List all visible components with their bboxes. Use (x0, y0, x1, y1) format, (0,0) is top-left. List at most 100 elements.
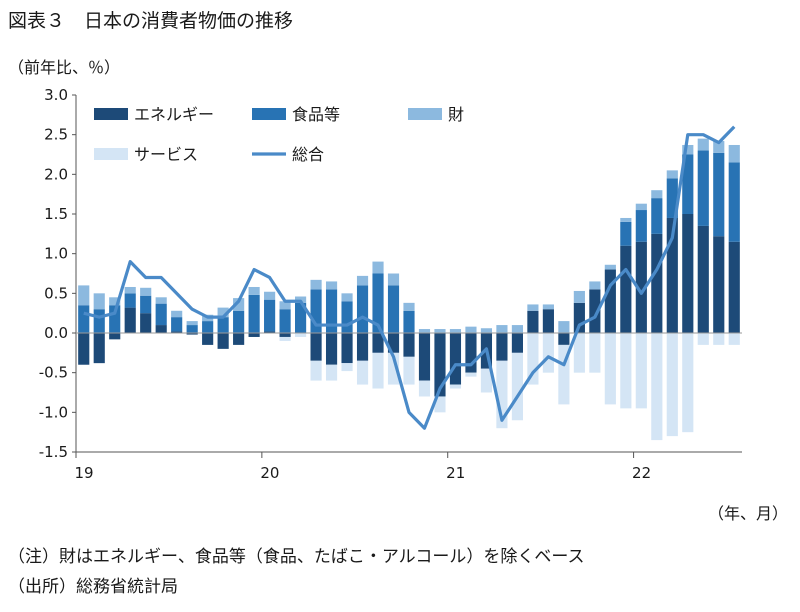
bar-goods (434, 329, 446, 333)
y-tick-label: 1.5 (44, 205, 68, 223)
footnote: （注）財はエネルギー、食品等（食品、たばこ・アルコール）を除くベース (8, 547, 585, 567)
bar-services (697, 333, 709, 345)
bar-energy (372, 333, 384, 353)
bar-services (573, 333, 585, 373)
bar-goods (496, 325, 508, 333)
bar-goods (279, 301, 291, 310)
y-tick-label: 0.0 (44, 324, 68, 342)
y-tick-label: 1.0 (44, 245, 68, 263)
y-tick-label: -1.0 (39, 403, 68, 421)
bar-food (186, 325, 198, 333)
bar-goods (728, 144, 740, 163)
bar-services (713, 333, 725, 345)
bar-services (511, 352, 523, 421)
bar-energy (186, 333, 198, 335)
bar-goods (573, 290, 585, 303)
bar-services (527, 333, 539, 385)
bar-energy (155, 325, 167, 333)
bar-goods (403, 302, 415, 311)
bar-food (728, 162, 740, 242)
bar-services (666, 333, 678, 437)
bar-food (325, 289, 338, 333)
bar-goods (697, 138, 709, 151)
bar-energy (635, 241, 647, 333)
bar-services (682, 333, 694, 433)
bar-energy (713, 236, 725, 333)
bar-goods (93, 293, 105, 310)
bar-services (372, 352, 384, 389)
bar-goods (542, 304, 554, 310)
bar-food (651, 198, 663, 234)
bar-energy (418, 333, 431, 381)
bar-food (124, 293, 136, 308)
bar-services (449, 384, 462, 389)
bar-goods (511, 325, 523, 333)
bar-goods (449, 329, 462, 333)
bar-energy (310, 333, 322, 361)
bar-services (279, 336, 291, 341)
bar-goods (109, 297, 121, 306)
bar-goods (356, 275, 369, 286)
bar-services (496, 360, 508, 429)
bar-goods (604, 264, 616, 270)
bar-energy (449, 333, 462, 385)
bar-goods (341, 293, 353, 302)
bar-goods (186, 321, 198, 326)
bar-food (310, 289, 322, 333)
bar-services (341, 363, 353, 372)
x-axis-unit-label: （年、月） (707, 504, 788, 523)
bar-goods (264, 291, 276, 300)
bar-energy (542, 309, 554, 333)
bar-services (418, 380, 431, 397)
bar-food (202, 321, 214, 333)
legend-swatch-energy (94, 108, 128, 120)
bar-energy (728, 241, 740, 333)
bar-goods (310, 279, 322, 290)
bar-energy (697, 225, 709, 333)
line-layer (83, 125, 736, 430)
bar-energy (325, 333, 338, 365)
bar-goods (325, 281, 338, 290)
bar-energy (78, 333, 90, 365)
bar-food (403, 310, 415, 333)
bar-food (109, 305, 121, 333)
legend-swatch-goods (408, 108, 442, 120)
x-tick-label: 20 (260, 464, 279, 482)
bar-energy (233, 333, 245, 345)
bar-layer (78, 138, 740, 441)
bar-energy (527, 310, 539, 333)
bar-energy (202, 333, 214, 345)
bar-energy (93, 333, 105, 364)
bar-energy (496, 333, 508, 361)
bar-goods (418, 329, 431, 333)
bar-food (233, 310, 245, 333)
bar-services (387, 352, 400, 385)
bar-goods (620, 217, 632, 222)
bar-goods (155, 297, 167, 304)
bar-goods (465, 326, 477, 333)
x-tick-label: 19 (74, 464, 93, 482)
bar-food (713, 152, 725, 237)
bar-services (310, 360, 322, 381)
bar-energy (620, 245, 632, 333)
bar-goods (171, 310, 183, 318)
bar-energy (558, 333, 570, 345)
bar-goods (480, 328, 493, 333)
bar-services (558, 344, 570, 405)
legend-label-overall: 総合 (292, 145, 324, 164)
legend-label-food: 食品等 (292, 105, 340, 124)
bar-goods (140, 287, 152, 296)
bar-food (682, 154, 694, 214)
line-overall-cpi (83, 125, 736, 430)
bar-goods (233, 298, 245, 311)
bar-food (248, 294, 260, 333)
y-tick-label: 3.0 (44, 86, 68, 104)
bar-energy (666, 217, 678, 333)
bar-energy (604, 269, 616, 333)
bar-services (465, 372, 477, 377)
bar-food (93, 309, 105, 333)
bar-energy (217, 333, 229, 349)
bar-energy (140, 313, 152, 333)
bar-energy (682, 214, 694, 333)
